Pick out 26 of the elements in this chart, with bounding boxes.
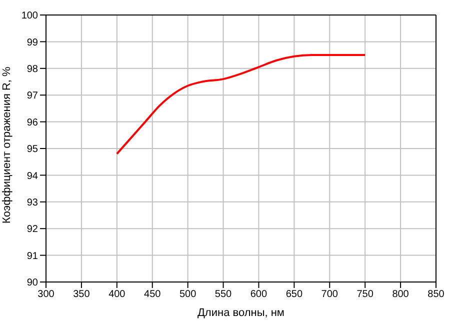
x-tick-label: 700 xyxy=(321,289,338,300)
x-tick-label: 450 xyxy=(144,289,162,300)
y-tick-label: 98 xyxy=(26,64,38,75)
line-series xyxy=(116,54,366,155)
y-tick-label: 97 xyxy=(26,90,38,102)
x-tick-label: 600 xyxy=(250,289,268,300)
x-tick-label: 300 xyxy=(38,289,55,300)
y-tick-label: 93 xyxy=(26,197,38,208)
y-tick-label: 100 xyxy=(21,10,38,22)
x-tick-label: 800 xyxy=(392,289,410,300)
x-tick-label: 750 xyxy=(356,289,374,300)
x-tick-label: 500 xyxy=(179,289,197,300)
y-tick-label: 90 xyxy=(26,278,38,289)
x-axis-title: Длина волны, нм xyxy=(197,307,285,319)
x-tick-label: 650 xyxy=(286,289,303,300)
x-tick-label: 350 xyxy=(73,289,90,300)
y-tick-label: 91 xyxy=(26,250,38,262)
y-tick-label: 94 xyxy=(26,170,38,182)
x-tick-label: 550 xyxy=(214,289,232,300)
y-tick-label: 96 xyxy=(26,117,38,128)
y-tick-label: 92 xyxy=(26,224,38,236)
x-tick-label: 850 xyxy=(428,289,445,300)
x-tick-label: 400 xyxy=(108,289,126,300)
y-tick-label: 95 xyxy=(26,144,38,156)
y-tick-label: 99 xyxy=(26,37,38,48)
y-axis-title: Коэффициент отражения R, % xyxy=(0,66,13,224)
